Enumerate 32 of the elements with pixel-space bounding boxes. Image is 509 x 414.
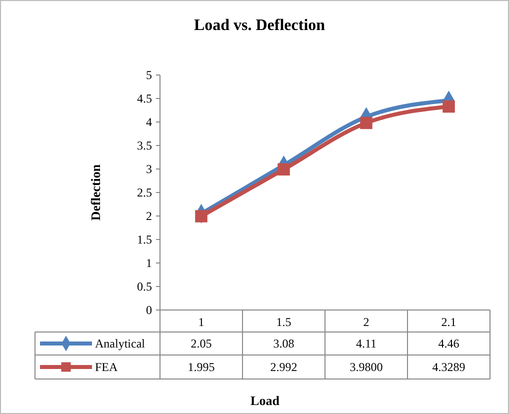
y-tick-label: 3 bbox=[146, 162, 152, 176]
chart-title: Load vs. Deflection bbox=[194, 17, 326, 34]
legend-label: FEA bbox=[95, 360, 118, 374]
data-label: 4.3289 bbox=[432, 360, 466, 374]
data-label: 1.995 bbox=[188, 360, 215, 374]
point bbox=[195, 210, 208, 222]
y-axis-title: Deflection bbox=[88, 164, 103, 221]
x-axis-title: Load bbox=[250, 393, 280, 408]
data-label: 4.11 bbox=[356, 336, 377, 350]
x-tick-label: 1.5 bbox=[276, 315, 292, 329]
y-tick-label: 1.5 bbox=[137, 232, 152, 246]
y-tick-label: 4 bbox=[146, 115, 152, 129]
data-label: 3.08 bbox=[273, 336, 294, 350]
data-label: 2.05 bbox=[190, 336, 212, 350]
data-label: 4.46 bbox=[438, 336, 460, 350]
y-tick-label: 4.5 bbox=[137, 92, 152, 106]
y-tick-label: 5 bbox=[146, 68, 152, 82]
y-tick-label: 2.5 bbox=[137, 186, 152, 200]
legend-label: Analytical bbox=[95, 336, 146, 350]
point bbox=[360, 116, 372, 130]
y-tick-label: 2 bbox=[146, 209, 152, 223]
point bbox=[442, 100, 455, 113]
x-tick-label: 2.1 bbox=[441, 315, 456, 329]
point bbox=[278, 163, 290, 176]
y-tick-label: 0.5 bbox=[137, 280, 152, 294]
y-tick-label: 0 bbox=[146, 303, 152, 317]
y-tick-label: 1 bbox=[146, 256, 152, 270]
x-tick-label: 2 bbox=[363, 315, 370, 329]
data-label: 2.992 bbox=[270, 360, 298, 374]
data-label: 3.9800 bbox=[350, 360, 383, 374]
y-tick-label: 3.5 bbox=[137, 138, 152, 152]
x-tick-label: 1 bbox=[198, 315, 204, 329]
